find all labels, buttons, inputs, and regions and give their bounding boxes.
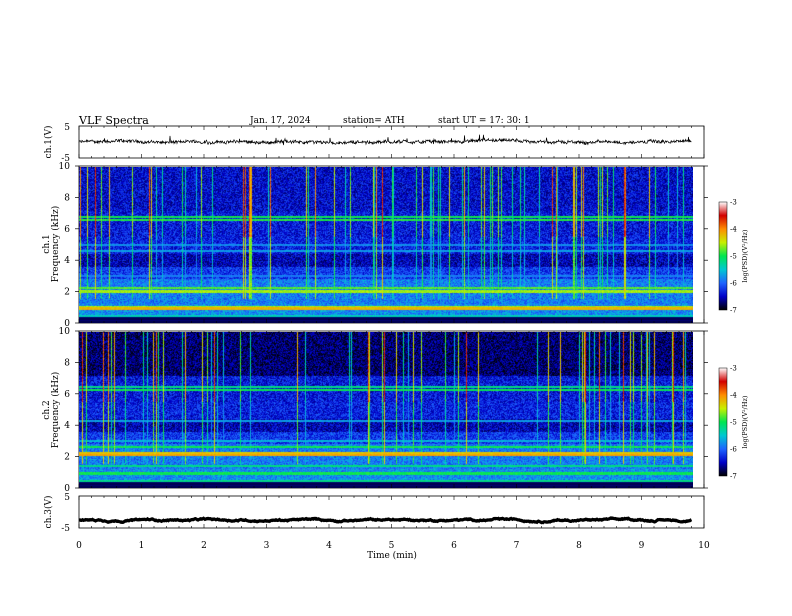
time-tick-label-2: 2 xyxy=(201,541,207,551)
start-time-label: start UT = 17: 30: 1 xyxy=(438,116,530,126)
ch3-waveform-frame xyxy=(78,495,705,529)
ch1-spectrogram-ytick-2: 2 xyxy=(64,288,70,298)
time-tick-label-3: 3 xyxy=(264,541,270,551)
ch1-trace-line xyxy=(78,134,692,146)
ch1-spectrogram-yticks: 0 2 4 6 8 10 xyxy=(59,162,708,329)
ch2-spectrogram-ytick-6: 6 xyxy=(64,390,70,400)
ch2-colorbar-tick--7: -7 xyxy=(730,473,737,481)
ch1-spectrogram-image xyxy=(79,167,693,323)
ch2-colorbar-tick--5: -5 xyxy=(730,419,737,427)
ch2-colorbar-scale xyxy=(718,367,728,477)
date-label: Jan. 17, 2024 xyxy=(249,116,311,126)
ch1-spectrogram-ytick-4: 4 xyxy=(64,256,70,266)
ch3-ytick-top: 5 xyxy=(64,493,70,503)
time-tick-label-1: 1 xyxy=(139,541,145,551)
time-tick-label-4: 4 xyxy=(326,541,332,551)
ch2-spectrogram-ytick-0: 0 xyxy=(64,484,70,494)
ch1-spectrogram-ytick-0: 0 xyxy=(64,319,70,329)
ch2-colorbar-tick--6: -6 xyxy=(730,446,737,454)
ch2-spectrogram-ytick-8: 8 xyxy=(64,358,70,368)
time-tick-label-6: 6 xyxy=(451,541,457,551)
ch1-ytick-top: 5 xyxy=(64,123,70,133)
ch2-spectrogram-ytick-4: 4 xyxy=(64,421,70,431)
ch2-spectrogram-ytick-10: 10 xyxy=(59,327,71,337)
ch1-spectrogram-ylabel-frequency: Frequency (kHz) xyxy=(50,206,61,283)
station-label: station= ATH xyxy=(343,116,405,126)
ch2-colorbar-tick--3: -3 xyxy=(730,365,737,373)
time-tick-label-5: 5 xyxy=(389,541,395,551)
ch1-colorbar-tick--7: -7 xyxy=(730,307,737,315)
figure-title: VLF Spectra xyxy=(78,114,149,127)
ch2-spectrogram-image xyxy=(79,332,693,488)
ch1-spectrogram-ytick-6: 6 xyxy=(64,225,70,235)
ch1-colorbar-scale xyxy=(718,201,728,311)
ch1-colorbar-tick--5: -5 xyxy=(730,253,737,261)
time-tick-label-10: 10 xyxy=(698,541,710,551)
ch3-trace-line xyxy=(78,516,693,525)
ch2-spectrogram-ytick-2: 2 xyxy=(64,453,70,463)
ch3-ytick-bottom: -5 xyxy=(61,524,70,534)
ch3-waveform-panel: 5 -5 ch.3(V) xyxy=(43,493,705,534)
time-tick-label-8: 8 xyxy=(576,541,582,551)
ch1-colorbar-label: log(PSD)(V²/Hz) xyxy=(741,229,749,282)
ch1-colorbar-tick--4: -4 xyxy=(730,226,737,234)
ch2-colorbar: -3 -4 -5 -6 -7 log(PSD)(V²/Hz) xyxy=(718,365,749,481)
ch1-spectrogram-ytick-10: 10 xyxy=(59,162,71,172)
ch1-ylabel: ch.1(V) xyxy=(43,126,54,159)
ch2-spectrogram-panel: 0 2 4 6 8 10 ch.2 Frequency (kHz) xyxy=(42,327,708,494)
time-axis-label: Time (min) xyxy=(367,550,417,561)
time-tick-label-0: 0 xyxy=(76,541,82,551)
ch1-spectrogram-ytick-8: 8 xyxy=(64,193,70,203)
time-axis-ticks xyxy=(78,126,705,528)
time-axis-labels: 0 1 2 3 4 5 6 7 8 9 10 xyxy=(76,541,710,551)
ch2-colorbar-tick--4: -4 xyxy=(730,392,737,400)
ch2-colorbar-label: log(PSD)(V²/Hz) xyxy=(741,395,749,448)
ch1-waveform-panel: 5 -5 ch.1(V) xyxy=(43,123,705,164)
ch1-colorbar-tick--3: -3 xyxy=(730,199,737,207)
ch1-trace xyxy=(78,134,692,146)
time-tick-label-9: 9 xyxy=(639,541,645,551)
ch1-spectrogram-panel: 0 2 4 6 8 10 ch.1 Frequency (kHz) xyxy=(42,162,708,329)
ch1-spectrogram-ylabel-channel: ch.1 xyxy=(42,234,52,253)
ch2-spectrogram-ylabel-frequency: Frequency (kHz) xyxy=(50,372,61,449)
ch3-ylabel: ch.3(V) xyxy=(43,496,54,529)
ch2-spectrogram-yticks: 0 2 4 6 8 10 xyxy=(59,327,708,494)
time-tick-label-7: 7 xyxy=(514,541,520,551)
ch1-colorbar-tick--6: -6 xyxy=(730,280,737,288)
ch1-ytick-bottom: -5 xyxy=(61,154,70,164)
ch2-spectrogram-ylabel-channel: ch.2 xyxy=(42,400,52,419)
ch3-trace xyxy=(78,516,693,525)
ch1-colorbar: -3 -4 -5 -6 -7 log(PSD)(V²/Hz) xyxy=(718,199,749,315)
